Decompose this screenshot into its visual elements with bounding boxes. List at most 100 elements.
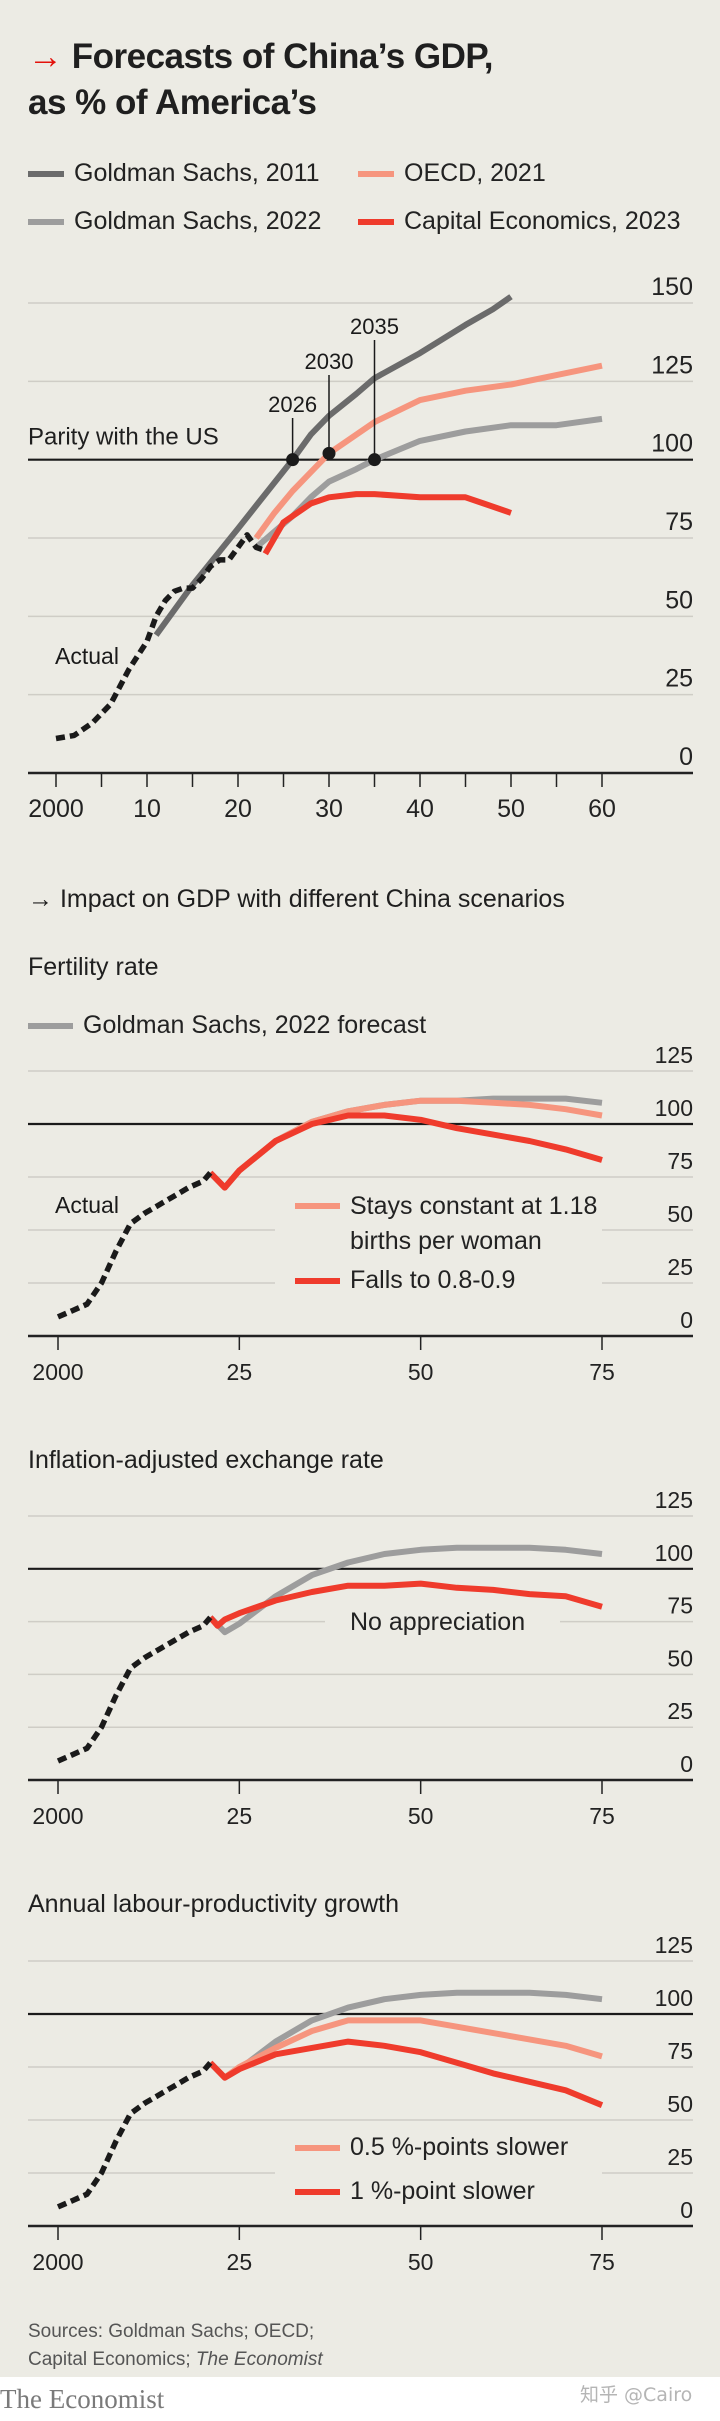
series-line-gs2022	[208, 1989, 603, 2081]
section-title: → Impact on GDP with different China sce…	[28, 885, 565, 914]
legend-label: Falls to 0.8-0.9	[350, 1266, 516, 1294]
y-tick-label: 25	[667, 1698, 693, 1724]
y-tick-label: 25	[667, 1254, 693, 1280]
legend-item-oecd2021: OECD, 2021	[358, 159, 546, 188]
legend-label: Goldman Sachs, 2022	[74, 207, 322, 235]
y-tick-label: 150	[651, 273, 693, 301]
y-tick-label: 0	[680, 2197, 693, 2223]
series-line-capital2023	[208, 1112, 603, 1191]
x-tick-label: 50	[497, 795, 525, 823]
actual-label: Actual	[55, 1192, 119, 1218]
x-tick-label: 2000	[28, 795, 84, 823]
y-tick-label: 125	[655, 1042, 693, 1068]
x-tick-label: 2000	[32, 2249, 83, 2275]
y-tick-label: 100	[651, 430, 693, 458]
legend-swatch	[358, 218, 394, 225]
panel-title-productivity: Annual labour-productivity growth	[28, 1890, 400, 1918]
x-tick-label: 25	[227, 2249, 253, 2275]
x-tick-label: 20	[224, 795, 252, 823]
series-line-gs2011	[153, 294, 513, 637]
legend-swatch	[28, 170, 64, 177]
series-line-actual	[55, 532, 267, 742]
parity-dot	[322, 446, 336, 460]
legend-label: OECD, 2021	[404, 159, 546, 187]
y-tick-label: 100	[655, 1095, 693, 1121]
annotation-year-label: 2026	[268, 392, 317, 417]
x-tick-label: 25	[227, 1359, 253, 1385]
legend-swatch	[28, 218, 64, 225]
section-title-text: Impact on GDP with different China scena…	[59, 885, 565, 913]
legend-item-gs2022-forecast: Goldman Sachs, 2022 forecast	[28, 1011, 426, 1040]
x-tick-label: 30	[315, 795, 343, 823]
legend-label: Stays constant at 1.18 births per woman	[350, 1192, 598, 1255]
legend-item-gs2011: Goldman Sachs, 2011	[28, 159, 320, 188]
series-line-actual	[56, 1615, 213, 1764]
series-line-actual	[56, 1171, 213, 1320]
arrow-right-icon: →	[28, 37, 63, 76]
legend-swatch	[295, 2144, 340, 2151]
economist-logo: The Economist	[0, 2384, 165, 2414]
legend-item-half-slower: 0.5 %-points slower	[295, 2133, 568, 2162]
sources-note: Sources: Goldman Sachs; OECD; Capital Ec…	[28, 2318, 323, 2374]
series-line-actual	[56, 2061, 213, 2210]
y-tick-label: 100	[655, 1985, 693, 2011]
arrow-right-icon: →	[28, 885, 53, 913]
no-appreciation-label: No appreciation	[350, 1608, 525, 1636]
legend-swatch	[28, 1022, 73, 1029]
y-tick-label: 0	[679, 743, 693, 771]
sources-line-1: Sources: Goldman Sachs; OECD;	[28, 2321, 315, 2342]
y-tick-label: 50	[665, 586, 693, 614]
x-tick-label: 25	[227, 1803, 253, 1829]
y-tick-label: 125	[651, 351, 693, 379]
legend-item-falls: Falls to 0.8-0.9	[295, 1266, 515, 1295]
title-line-1: Forecasts of China’s GDP,	[71, 37, 494, 76]
legend-label: 0.5 %-points slower	[350, 2133, 569, 2161]
parity-label: Parity with the US	[28, 424, 219, 451]
y-tick-label: 75	[667, 1593, 693, 1619]
panel-title-exchange-rate: Inflation-adjusted exchange rate	[28, 1446, 384, 1474]
legend-item-capital2023: Capital Economics, 2023	[358, 207, 681, 236]
annotation-year-label: 2030	[305, 349, 354, 374]
y-tick-label: 50	[667, 2091, 693, 2117]
legend-item-one-slower: 1 %-point slower	[295, 2177, 535, 2206]
x-tick-label: 40	[406, 795, 434, 823]
x-tick-label: 75	[589, 1803, 615, 1829]
x-tick-label: 75	[589, 2249, 615, 2275]
legend-label: Goldman Sachs, 2011	[74, 159, 320, 187]
title-line-2: as % of America’s	[28, 83, 317, 122]
series-line-oecd2021	[253, 362, 603, 540]
legend-item-constant: Stays constant at 1.18 births per woman	[295, 1189, 597, 1259]
y-tick-label: 100	[655, 1540, 693, 1566]
legend-swatch	[295, 1277, 340, 1284]
annotation-year-label: 2035	[350, 314, 399, 339]
legend-label: 1 %-point slower	[350, 2177, 535, 2205]
x-tick-label: 2000	[32, 1803, 83, 1829]
y-tick-label: 75	[667, 1148, 693, 1174]
main-title: → Forecasts of China’s GDP, as % of Amer…	[28, 34, 493, 126]
y-tick-label: 125	[655, 1487, 693, 1513]
x-tick-label: 2000	[32, 1359, 83, 1385]
watermark: 知乎 @Cairo	[580, 2384, 693, 2406]
x-tick-label: 60	[588, 795, 616, 823]
x-tick-label: 75	[589, 1359, 615, 1385]
y-tick-label: 0	[680, 1307, 693, 1333]
legend-label: Goldman Sachs, 2022 forecast	[83, 1011, 427, 1039]
y-tick-label: 25	[667, 2144, 693, 2170]
legend-label: Capital Economics, 2023	[404, 207, 681, 235]
y-tick-label: 125	[655, 1932, 693, 1958]
x-tick-label: 50	[408, 2249, 434, 2275]
x-tick-label: 50	[408, 1359, 434, 1385]
y-tick-label: 50	[667, 1201, 693, 1227]
legend-swatch	[295, 1203, 340, 1209]
parity-dot	[368, 453, 381, 467]
legend-swatch	[295, 2188, 340, 2195]
legend-item-gs2022: Goldman Sachs, 2022	[28, 207, 321, 236]
panel-title-fertility: Fertility rate	[28, 953, 159, 981]
series-line-capital2023	[208, 2038, 604, 2108]
series-line-gs2022	[208, 1544, 603, 1636]
parity-dot	[286, 453, 300, 467]
sources-line-2: Capital Economics; The Economist	[28, 2349, 323, 2370]
series-line-capital2023	[208, 1580, 603, 1629]
y-tick-label: 75	[667, 2038, 693, 2064]
